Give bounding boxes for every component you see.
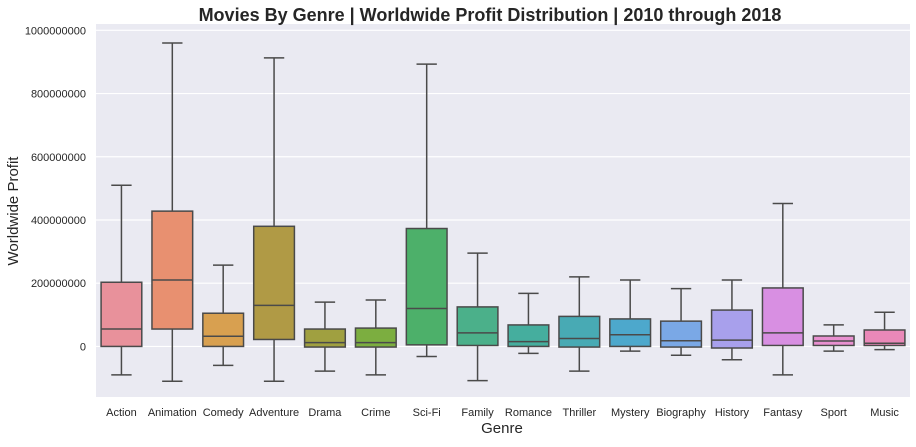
y-tick-label: 200000000: [31, 278, 86, 290]
x-tick-label: Sport: [821, 407, 847, 419]
box-crime: [354, 299, 397, 376]
iqr-box: [761, 287, 804, 347]
x-tick-label: Romance: [505, 407, 552, 419]
box-mystery: [609, 279, 652, 352]
box-thriller: [558, 276, 601, 372]
box-sci-fi: [405, 63, 448, 358]
iqr-box: [100, 281, 143, 348]
x-tick-label: Comedy: [203, 407, 244, 419]
x-tick-label: Family: [461, 407, 494, 419]
x-tick-label: Drama: [308, 407, 342, 419]
iqr-box: [558, 315, 601, 348]
x-tick-label: Music: [870, 407, 899, 419]
iqr-box: [710, 309, 754, 349]
y-tick-label: 600000000: [31, 152, 86, 164]
iqr-box: [303, 328, 347, 348]
y-axis-label: Worldwide Profit: [5, 156, 22, 266]
box-action: [100, 184, 143, 376]
box-biography: [659, 287, 703, 357]
box-comedy: [202, 264, 245, 367]
x-axis-label: Genre: [481, 420, 523, 437]
iqr-box: [354, 327, 397, 348]
box-music: [863, 311, 906, 351]
y-tick-label: 400000000: [31, 215, 86, 227]
iqr-box: [609, 318, 652, 348]
y-tick-label: 0: [80, 341, 86, 353]
x-tick-label: Sci-Fi: [413, 407, 441, 419]
x-tick-label: Thriller: [563, 407, 597, 419]
y-tick-label: 1000000000: [25, 25, 86, 37]
x-tick-label: Mystery: [611, 407, 650, 419]
x-tick-label: Action: [106, 407, 137, 419]
box-animation: [151, 42, 194, 382]
iqr-box: [659, 320, 703, 348]
box-history: [710, 279, 754, 361]
x-tick-label: Crime: [361, 407, 390, 419]
iqr-box: [405, 227, 448, 346]
iqr-box: [863, 329, 906, 347]
chart-title: Movies By Genre | Worldwide Profit Distr…: [199, 5, 782, 25]
y-tick-label: 800000000: [31, 89, 86, 101]
box-drama: [303, 301, 347, 372]
iqr-box: [456, 306, 499, 347]
x-tick-label: History: [715, 407, 750, 419]
x-tick-label: Biography: [656, 407, 706, 419]
box-romance: [507, 292, 550, 355]
box-family: [456, 252, 499, 382]
iqr-box: [202, 312, 245, 348]
x-tick-label: Adventure: [249, 407, 299, 419]
iqr-box: [507, 324, 550, 348]
box-adventure: [252, 57, 296, 382]
iqr-box: [252, 225, 296, 341]
iqr-box: [151, 210, 194, 330]
x-tick-label: Fantasy: [763, 407, 803, 419]
box-sport: [812, 324, 855, 352]
x-tick-label: Animation: [148, 407, 197, 419]
box-fantasy: [761, 202, 804, 376]
